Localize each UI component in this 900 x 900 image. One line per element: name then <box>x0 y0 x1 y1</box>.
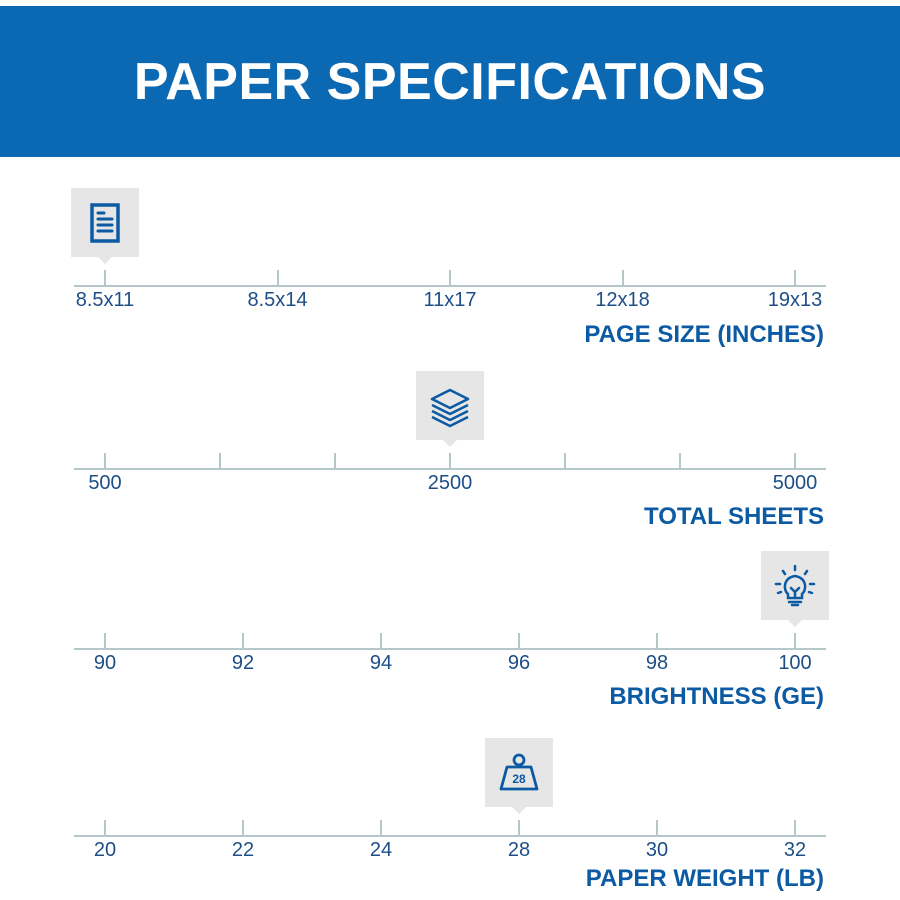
total-sheets-tick-label: 2500 <box>427 472 473 494</box>
paper-weight-tick-label: 22 <box>231 839 255 861</box>
weight-icon: 28 <box>497 751 541 795</box>
total-sheets-tick <box>794 453 796 469</box>
brightness-tick-label: 96 <box>507 652 531 674</box>
page-size-tick-label: 8.5x14 <box>247 289 308 311</box>
paper-weight-tick-label: 28 <box>507 839 531 861</box>
svg-text:28: 28 <box>512 772 526 786</box>
total-sheets-tick <box>449 453 451 469</box>
page-size-tick-label: 12x18 <box>595 289 650 311</box>
paper-weight-tick <box>380 820 382 836</box>
paper-weight-title: PAPER WEIGHT (LB) <box>585 865 824 892</box>
total-sheets-marker <box>416 371 484 447</box>
paper-weight-tick <box>242 820 244 836</box>
brightness-tick-label: 94 <box>369 652 393 674</box>
page-size-axis-line <box>74 285 826 287</box>
total-sheets-tick <box>679 453 681 469</box>
paper-weight-tick-label: 20 <box>93 839 117 861</box>
paper-weight-tick-label: 24 <box>369 839 393 861</box>
brightness-tick-label: 100 <box>778 652 812 674</box>
total-sheets-tick-label: 5000 <box>772 472 818 494</box>
total-sheets-tick <box>104 453 106 469</box>
paper-weight-tick <box>656 820 658 836</box>
page-size-tick <box>276 270 279 286</box>
header-banner: PAPER SPECIFICATIONS <box>0 6 900 157</box>
brightness-title: BRIGHTNESS (GE) <box>609 683 824 710</box>
page-size-title: PAGE SIZE (INCHES) <box>584 321 824 348</box>
brightness-axis-line <box>74 648 826 650</box>
total-sheets-tick-label: 500 <box>88 472 122 494</box>
page-size-tick <box>794 270 796 286</box>
page-size-tick-label: 11x17 <box>423 289 477 311</box>
page-size-tick-label: 8.5x11 <box>75 289 135 311</box>
total-sheets-tick <box>564 453 566 469</box>
brightness-tick <box>518 633 520 649</box>
brightness-tick-label: 90 <box>93 652 117 674</box>
page-size-tick <box>449 270 451 286</box>
paper-stack-icon <box>428 384 472 428</box>
page-size-marker <box>71 188 139 264</box>
brightness-tick-label: 98 <box>645 652 669 674</box>
page-size-tick-label: 19x13 <box>767 289 823 311</box>
lightbulb-icon <box>773 564 817 608</box>
total-sheets-axis-line <box>74 468 826 470</box>
total-sheets-tick <box>334 453 336 469</box>
paper-weight-tick <box>794 820 796 836</box>
paper-weight-tick <box>104 820 106 836</box>
document-icon <box>83 201 127 245</box>
page-title: PAPER SPECIFICATIONS <box>133 52 767 111</box>
brightness-tick-label: 92 <box>231 652 255 674</box>
page-size-tick <box>621 270 624 286</box>
brightness-tick <box>104 633 106 649</box>
page-size-tick <box>104 270 106 286</box>
brightness-tick <box>242 633 244 649</box>
brightness-tick <box>794 633 796 649</box>
paper-weight-marker: 28 <box>485 738 553 814</box>
brightness-marker <box>761 551 829 627</box>
paper-weight-axis-line <box>74 835 826 837</box>
paper-weight-tick <box>518 820 520 836</box>
brightness-tick <box>380 633 382 649</box>
total-sheets-tick <box>219 453 221 469</box>
total-sheets-title: TOTAL SHEETS <box>643 503 824 530</box>
paper-weight-tick-label: 32 <box>783 839 807 861</box>
brightness-tick <box>656 633 658 649</box>
paper-weight-tick-label: 30 <box>645 839 669 861</box>
